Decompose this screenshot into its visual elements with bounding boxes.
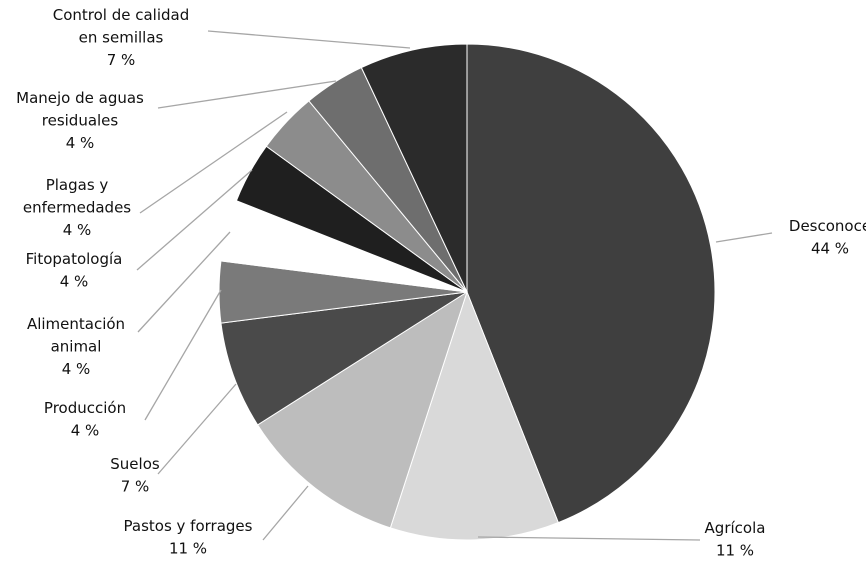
leader-line bbox=[136, 169, 253, 271]
slice-name: Plagas y bbox=[46, 176, 109, 194]
slice-label: Desconoce 44 % bbox=[789, 217, 866, 258]
leader-line bbox=[715, 232, 773, 243]
slice-name: en semillas bbox=[79, 29, 164, 47]
slice-percent: 4 % bbox=[66, 134, 95, 152]
leader-line bbox=[137, 231, 231, 333]
slice-name: Pastos y forrages bbox=[124, 517, 253, 535]
slice-label: Producción 4 % bbox=[44, 399, 126, 440]
pie-slice-pastos-y-forrages bbox=[256, 290, 468, 529]
pie-slice-suelos bbox=[220, 291, 468, 426]
slice-name: Alimentación bbox=[27, 315, 125, 333]
leader-line bbox=[207, 30, 411, 49]
slice-name: Desconoce bbox=[789, 217, 866, 235]
slice-percent: 11 % bbox=[716, 542, 754, 560]
slice-name: enfermedades bbox=[23, 199, 131, 217]
slice-name: Manejo de aguas bbox=[16, 89, 144, 107]
slice-label: Manejo de aguas residuales 4 % bbox=[16, 89, 144, 152]
slice-label: Plagas y enfermedades 4 % bbox=[23, 176, 131, 239]
slice-percent: 7 % bbox=[107, 51, 136, 69]
slice-label: Fitopatología 4 % bbox=[26, 250, 123, 291]
slice-name: Agrícola bbox=[705, 519, 766, 537]
slice-percent: 4 % bbox=[62, 360, 91, 378]
leader-line bbox=[477, 536, 701, 541]
leader-line bbox=[139, 111, 288, 214]
pie-slice-agr-cola bbox=[389, 290, 559, 541]
slice-label: Alimentación animal 4 % bbox=[27, 315, 125, 378]
slice-label: Control de calidad en semillas 7 % bbox=[53, 6, 190, 69]
leader-line bbox=[144, 289, 222, 421]
leader-lines bbox=[136, 30, 773, 541]
slice-percent: 4 % bbox=[60, 273, 89, 291]
slice-name: Producción bbox=[44, 399, 126, 417]
pie-slice-desconoce bbox=[466, 43, 716, 524]
slice-label: Suelos 7 % bbox=[110, 455, 160, 496]
slice-name: Fitopatología bbox=[26, 250, 123, 268]
slice-label: Pastos y forrages 11 % bbox=[124, 517, 253, 558]
slice-name: Suelos bbox=[110, 455, 160, 473]
pie-slices bbox=[218, 43, 716, 541]
slice-percent: 4 % bbox=[71, 422, 100, 440]
pie-slice-control-de-calidad-en-semillas bbox=[360, 43, 468, 293]
slice-percent: 7 % bbox=[121, 478, 150, 496]
leader-line bbox=[157, 383, 237, 475]
slice-name: animal bbox=[51, 338, 102, 356]
slice-name: Control de calidad bbox=[53, 6, 190, 24]
slice-label: Agrícola 11 % bbox=[705, 519, 766, 560]
slice-percent: 44 % bbox=[811, 240, 849, 258]
slice-name: residuales bbox=[42, 112, 119, 130]
slice-labels: Desconoce 44 %Agrícola 11 %Pastos y forrag… bbox=[16, 6, 866, 560]
leader-line bbox=[157, 80, 337, 109]
slice-percent: 11 % bbox=[169, 540, 207, 558]
slice-percent: 4 % bbox=[63, 221, 92, 239]
leader-line bbox=[262, 485, 309, 541]
